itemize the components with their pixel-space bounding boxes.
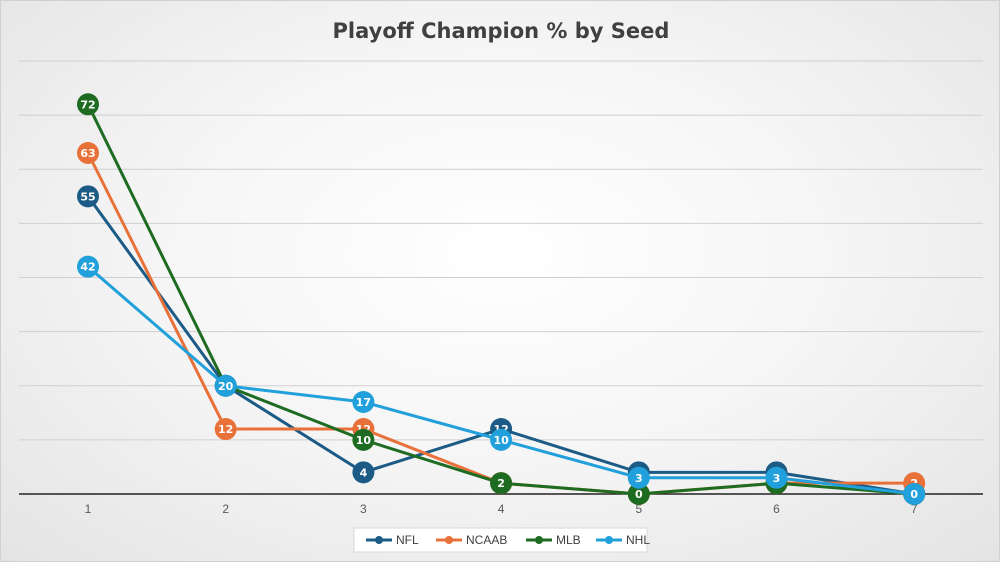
legend-item-nfl[interactable]: NFL bbox=[366, 533, 419, 547]
data-label-nhl: 20 bbox=[218, 380, 234, 393]
data-point-mlb[interactable] bbox=[627, 483, 650, 505]
x-tick-label: 2 bbox=[222, 502, 229, 516]
legend-label: NHL bbox=[626, 533, 650, 547]
data-point-ncaab[interactable] bbox=[77, 142, 99, 165]
series-line-nhl bbox=[86, 265, 916, 496]
gridlines bbox=[19, 60, 983, 441]
data-point-mlb[interactable] bbox=[490, 472, 513, 495]
data-label-nhl: 3 bbox=[773, 472, 781, 485]
data-point-nhl[interactable] bbox=[214, 374, 237, 397]
data-label-nhl: 3 bbox=[635, 472, 643, 485]
x-axis: 1 2 3 4 5 6 7 bbox=[19, 493, 983, 516]
data-point-nhl[interactable] bbox=[765, 466, 788, 489]
legend-swatch-marker bbox=[535, 536, 543, 544]
legend-label: NFL bbox=[396, 533, 419, 547]
data-point-nfl[interactable] bbox=[352, 461, 375, 484]
data-point-mlb[interactable] bbox=[77, 93, 99, 116]
legend-item-ncaab[interactable]: NCAAB bbox=[436, 533, 507, 547]
x-tick-label: 6 bbox=[773, 502, 780, 516]
x-tick-label: 5 bbox=[635, 502, 642, 516]
legend-item-nhl[interactable]: NHL bbox=[596, 533, 650, 547]
data-label-mlb: 2 bbox=[497, 477, 505, 490]
data-label-nhl: 42 bbox=[80, 261, 95, 274]
data-label-mlb: 0 bbox=[635, 488, 643, 501]
x-tick-label: 4 bbox=[498, 502, 505, 516]
series-group: 5520412440631212202272201020204220171033… bbox=[77, 93, 926, 505]
data-label-nfl: 55 bbox=[80, 190, 95, 203]
data-point-mlb[interactable] bbox=[352, 428, 375, 451]
data-point-nhl[interactable] bbox=[903, 483, 926, 505]
legend-swatch-marker bbox=[445, 536, 453, 544]
legend[interactable]: NFL NCAAB MLB NHL bbox=[353, 527, 650, 553]
legend-item-mlb[interactable]: MLB bbox=[526, 533, 581, 547]
data-label-mlb: 72 bbox=[80, 98, 95, 111]
legend-label: MLB bbox=[556, 533, 581, 547]
data-point-nhl[interactable] bbox=[77, 255, 99, 278]
data-label-nhl: 10 bbox=[493, 434, 509, 447]
data-point-nhl[interactable] bbox=[352, 390, 375, 413]
legend-label: NCAAB bbox=[466, 533, 507, 547]
chart-title: Playoff Champion % by Seed bbox=[333, 19, 670, 43]
legend-swatch-marker bbox=[605, 536, 613, 544]
data-label-nhl: 0 bbox=[910, 488, 918, 501]
data-label-ncaab: 63 bbox=[80, 147, 95, 160]
legend-swatch-marker bbox=[375, 536, 383, 544]
data-label-mlb: 10 bbox=[356, 434, 372, 447]
x-tick-label: 7 bbox=[911, 502, 918, 516]
data-label-nfl: 4 bbox=[360, 466, 368, 479]
data-point-nhl[interactable] bbox=[627, 466, 650, 489]
data-point-nhl[interactable] bbox=[490, 428, 513, 451]
data-point-nfl[interactable] bbox=[77, 185, 99, 208]
data-label-nhl: 17 bbox=[356, 396, 371, 409]
data-label-ncaab: 12 bbox=[218, 423, 233, 436]
x-tick-label: 1 bbox=[85, 502, 92, 516]
data-point-ncaab[interactable] bbox=[214, 418, 237, 441]
x-tick-label: 3 bbox=[360, 502, 367, 516]
